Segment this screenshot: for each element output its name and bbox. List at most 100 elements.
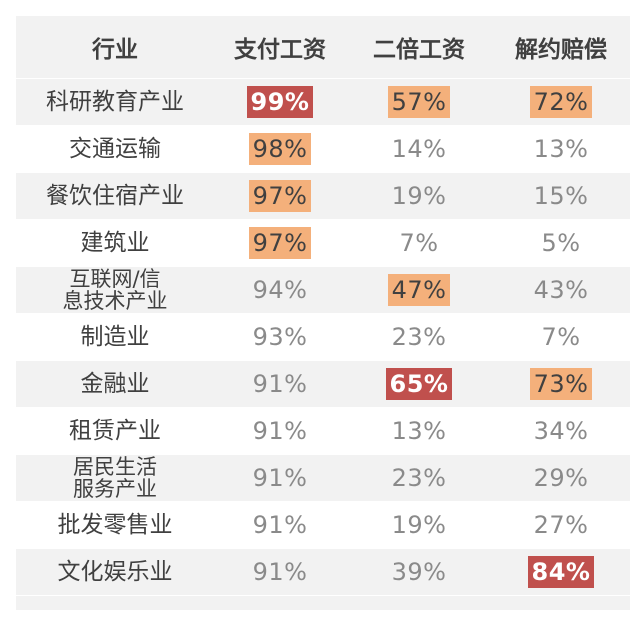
comp-cell: 7% xyxy=(492,314,630,360)
industry-label: 租赁产业 xyxy=(69,417,161,444)
table-header-row: 行业 支付工资 二倍工资 解约赔偿 xyxy=(16,15,630,78)
percent-value: 29% xyxy=(533,464,589,492)
pay-cell: 91% xyxy=(214,502,346,548)
industry-label-line2: 息技术产业 xyxy=(62,289,168,313)
industry-label: 批发零售业 xyxy=(57,511,173,538)
pay-cell: 99% xyxy=(214,79,346,125)
percent-value: 43% xyxy=(533,276,589,304)
percent-value: 91% xyxy=(252,558,308,586)
industry-label-line1: 互联网/信 xyxy=(69,266,161,291)
industry-cell: 租赁产业 xyxy=(16,408,214,454)
industry-cell: 科研教育产业 xyxy=(16,79,214,125)
industry-cell: 制造业 xyxy=(16,314,214,360)
pay-cell: 97% xyxy=(214,173,346,219)
pay-cell: 94% xyxy=(214,267,346,313)
double-cell: 13% xyxy=(346,408,492,454)
pay-cell: 97% xyxy=(214,220,346,266)
industry-label: 制造业 xyxy=(80,323,150,350)
industry-label: 餐饮住宿产业 xyxy=(46,182,184,209)
double-cell: 65% xyxy=(346,361,492,407)
industry-cell: 批发零售业 xyxy=(16,502,214,548)
percent-value: 91% xyxy=(252,511,308,539)
industry-cell: 餐饮住宿产业 xyxy=(16,173,214,219)
percent-value: 27% xyxy=(533,511,589,539)
industry-cell: 建筑业 xyxy=(16,220,214,266)
industry-label-line2: 服务产业 xyxy=(73,477,157,501)
comp-cell: 43% xyxy=(492,267,630,313)
header-label: 解约赔偿 xyxy=(515,37,607,63)
table-row: 批发零售业 91% 19% 27% xyxy=(16,501,630,548)
percent-value: 15% xyxy=(533,182,589,210)
percent-value: 99% xyxy=(246,86,314,118)
industry-label-line1: 居民生活 xyxy=(73,454,157,479)
comp-cell: 72% xyxy=(492,79,630,125)
industry-cell: 交通运输 xyxy=(16,126,214,172)
industry-table: 行业 支付工资 二倍工资 解约赔偿 科研教育产业 99% 57% 72% 交通运输 98%… xyxy=(16,15,630,610)
pay-cell: 91% xyxy=(214,361,346,407)
table-row: 租赁产业 91% 13% 34% xyxy=(16,407,630,454)
pay-cell: 93% xyxy=(214,314,346,360)
table-row: 金融业 91% 65% 73% xyxy=(16,360,630,407)
percent-value: 65% xyxy=(385,368,453,400)
double-cell: 39% xyxy=(346,549,492,595)
percent-value: 14% xyxy=(391,135,447,163)
percent-value: 91% xyxy=(252,417,308,445)
percent-value: 47% xyxy=(387,274,451,306)
double-cell: 14% xyxy=(346,126,492,172)
industry-cell: 文化娱乐业 xyxy=(16,549,214,595)
industry-label: 建筑业 xyxy=(80,229,150,256)
header-cell-industry: 行业 xyxy=(16,16,214,78)
header-label: 行业 xyxy=(92,37,138,63)
industry-cell: 金融业 xyxy=(16,361,214,407)
pay-cell: 91% xyxy=(214,549,346,595)
table-row: 科研教育产业 99% 57% 72% xyxy=(16,78,630,125)
percent-value: 7% xyxy=(541,323,581,351)
percent-value: 93% xyxy=(252,323,308,351)
industry-label: 交通运输 xyxy=(69,135,161,162)
table-body: 科研教育产业 99% 57% 72% 交通运输 98% 14% 13% 餐饮住宿产业 97% 19%… xyxy=(16,78,630,595)
percent-value: 97% xyxy=(248,180,312,212)
comp-cell: 84% xyxy=(492,549,630,595)
percent-value: 57% xyxy=(387,86,451,118)
double-cell: 23% xyxy=(346,314,492,360)
percent-value: 13% xyxy=(391,417,447,445)
table-row: 互联网/信 息技术产业 94% 47% 43% xyxy=(16,266,630,313)
industry-label: 互联网/信 息技术产业 xyxy=(63,268,168,312)
industry-label: 居民生活 服务产业 xyxy=(73,456,157,500)
industry-cell: 互联网/信 息技术产业 xyxy=(16,267,214,313)
header-label: 二倍工资 xyxy=(373,37,465,63)
double-cell: 57% xyxy=(346,79,492,125)
header-label: 支付工资 xyxy=(234,37,326,63)
percent-value: 19% xyxy=(391,511,447,539)
comp-cell: 15% xyxy=(492,173,630,219)
comp-cell: 5% xyxy=(492,220,630,266)
percent-value: 19% xyxy=(391,182,447,210)
table-row: 建筑业 97% 7% 5% xyxy=(16,219,630,266)
table-row: 文化娱乐业 91% 39% 84% xyxy=(16,548,630,595)
pay-cell: 98% xyxy=(214,126,346,172)
percent-value: 13% xyxy=(533,135,589,163)
percent-value: 7% xyxy=(399,229,439,257)
pay-cell: 91% xyxy=(214,455,346,501)
double-cell: 19% xyxy=(346,173,492,219)
double-cell: 47% xyxy=(346,267,492,313)
table-row: 交通运输 98% 14% 13% xyxy=(16,125,630,172)
percent-value: 23% xyxy=(391,323,447,351)
percent-value: 94% xyxy=(252,276,308,304)
comp-cell: 29% xyxy=(492,455,630,501)
header-cell-double: 二倍工资 xyxy=(346,16,492,78)
table-footer-row xyxy=(16,595,630,610)
percent-value: 72% xyxy=(529,86,593,118)
industry-label: 金融业 xyxy=(80,370,150,397)
percent-value: 73% xyxy=(529,368,593,400)
double-cell: 19% xyxy=(346,502,492,548)
double-cell: 7% xyxy=(346,220,492,266)
percent-value: 84% xyxy=(527,556,595,588)
percent-value: 97% xyxy=(248,227,312,259)
percent-value: 5% xyxy=(541,229,581,257)
table-row: 餐饮住宿产业 97% 19% 15% xyxy=(16,172,630,219)
percent-value: 34% xyxy=(533,417,589,445)
percent-value: 91% xyxy=(252,464,308,492)
double-cell: 23% xyxy=(346,455,492,501)
percent-value: 91% xyxy=(252,370,308,398)
